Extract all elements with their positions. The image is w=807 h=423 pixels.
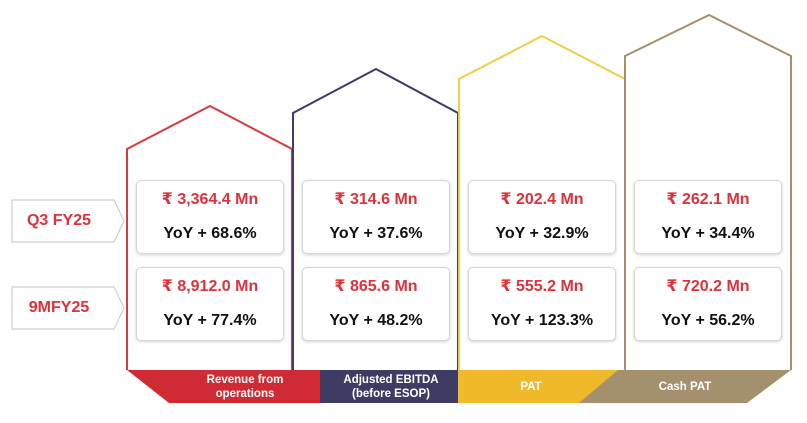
cash-pat-9m-card: ₹ 720.2 Mn YoY + 56.2%: [634, 267, 782, 341]
ebitda-band-label: Adjusted EBITDA (before ESOP): [332, 370, 450, 403]
pat-band-label: PAT: [520, 380, 542, 393]
pat-q3-card: ₹ 202.4 Mn YoY + 32.9%: [468, 180, 616, 254]
ebitda-label-line1: Adjusted EBITDA: [343, 373, 439, 386]
revenue-9m-yoy: YoY + 77.4%: [163, 312, 257, 329]
pat-q3-value: ₹ 202.4 Mn: [500, 191, 584, 208]
cash-pat-house-outline: [624, 13, 792, 370]
cash-pat-q3-value: ₹ 262.1 Mn: [666, 191, 750, 208]
cash-pat-9m-yoy: YoY + 56.2%: [661, 312, 755, 329]
revenue-q3-card: ₹ 3,364.4 Mn YoY + 68.6%: [136, 180, 284, 254]
cash-pat-9m-value: ₹ 720.2 Mn: [666, 278, 750, 295]
pat-9m-yoy: YoY + 123.3%: [490, 312, 594, 329]
ebitda-label-line2: (before ESOP): [352, 387, 430, 400]
pat-band: [458, 370, 626, 403]
ebitda-q3-yoy: YoY + 37.6%: [329, 225, 423, 242]
revenue-band-label: Revenue from operations: [190, 370, 300, 403]
revenue-label-line2: operations: [215, 387, 275, 400]
cash-pat-band-label: Cash PAT: [658, 380, 712, 393]
pat-9m-value: ₹ 555.2 Mn: [500, 278, 584, 295]
ebitda-q3-value: ₹ 314.6 Mn: [334, 191, 418, 208]
row-label-arrow-9m: [11, 286, 125, 330]
ebitda-band: [320, 370, 466, 403]
cash-pat-q3-yoy: YoY + 34.4%: [661, 225, 755, 242]
cash-pat-q3-card: ₹ 262.1 Mn YoY + 34.4%: [634, 180, 782, 254]
revenue-label-line1: Revenue from: [206, 373, 284, 386]
revenue-band: [127, 370, 336, 403]
row-label-arrow-q3: [11, 199, 125, 243]
ebitda-9m-card: ₹ 865.6 Mn YoY + 48.2%: [302, 267, 450, 341]
pat-9m-card: ₹ 555.2 Mn YoY + 123.3%: [468, 267, 616, 341]
ebitda-9m-value: ₹ 865.6 Mn: [334, 278, 418, 295]
ebitda-9m-yoy: YoY + 48.2%: [329, 312, 423, 329]
revenue-9m-value: ₹ 8,912.0 Mn: [161, 278, 259, 295]
revenue-q3-value: ₹ 3,364.4 Mn: [161, 191, 259, 208]
cash-pat-band: [579, 370, 791, 403]
revenue-9m-card: ₹ 8,912.0 Mn YoY + 77.4%: [136, 267, 284, 341]
pat-q3-yoy: YoY + 32.9%: [495, 225, 589, 242]
revenue-q3-yoy: YoY + 68.6%: [163, 225, 257, 242]
row-label-9mfy25: 9MFY25: [28, 299, 90, 316]
row-label-q3-fy25: Q3 FY25: [26, 212, 92, 229]
ebitda-q3-card: ₹ 314.6 Mn YoY + 37.6%: [302, 180, 450, 254]
